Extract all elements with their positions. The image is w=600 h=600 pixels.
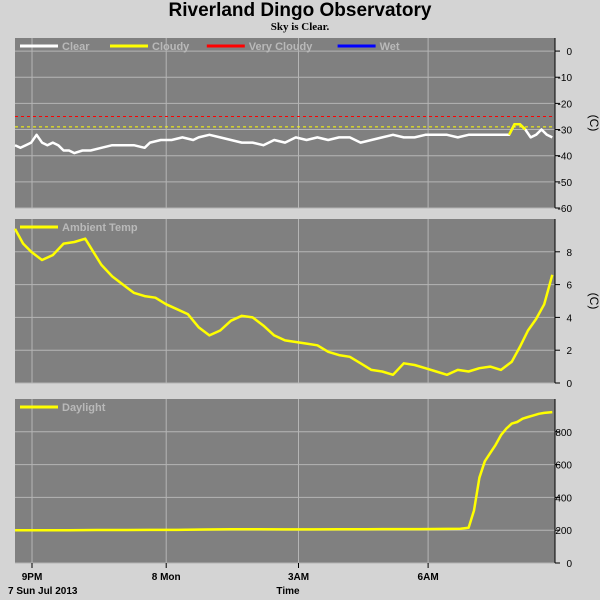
legend-label: Very Cloudy bbox=[249, 41, 313, 53]
y-axis-label: (C) bbox=[587, 115, 600, 132]
x-tick-label: 9PM bbox=[22, 572, 43, 583]
y-tick-label: 600 bbox=[555, 461, 572, 472]
plot-area bbox=[15, 38, 555, 208]
y-tick-label: -40 bbox=[558, 152, 573, 163]
y-tick-label: -20 bbox=[558, 99, 573, 110]
series-cloudy bbox=[507, 123, 527, 136]
series-clear bbox=[14, 123, 553, 155]
legend-item: Clear bbox=[20, 41, 90, 53]
y-tick-label: -10 bbox=[558, 73, 573, 84]
legend-item: Daylight bbox=[20, 402, 106, 414]
y-tick-label: 0 bbox=[566, 379, 572, 390]
y-tick-label: -30 bbox=[558, 126, 573, 137]
x-tick-label: 3AM bbox=[288, 572, 309, 583]
y-tick-label: -60 bbox=[558, 204, 573, 215]
panel-3: 800 600 400 200 0 Daylight bbox=[15, 399, 572, 570]
panel-2: 8 6 4 2 0 (C) Ambient Temp bbox=[13, 219, 600, 390]
plot-area bbox=[15, 399, 555, 563]
sky-status: Sky is Clear. bbox=[270, 21, 330, 33]
x-tick-label: 8 Mon bbox=[152, 572, 181, 583]
plot-area bbox=[15, 219, 555, 383]
legend-label: Cloudy bbox=[152, 41, 190, 53]
legend-label: Daylight bbox=[62, 402, 106, 414]
y-tick-label: 6 bbox=[566, 281, 572, 292]
legend-item: Wet bbox=[337, 41, 400, 53]
panel-1: 0 -10 -20 -30 -40 -50 -60 (C) Clear Cloudy Very Cl… bbox=[14, 38, 600, 215]
y-tick-label: 200 bbox=[555, 526, 572, 537]
y-tick-label: 8 bbox=[566, 248, 572, 259]
y-tick-label: 400 bbox=[555, 493, 572, 504]
x-axis-label: Time bbox=[276, 586, 300, 597]
date-label: 7 Sun Jul 2013 bbox=[8, 586, 78, 597]
y-tick-label: 0 bbox=[566, 47, 572, 58]
legend-label: Clear bbox=[62, 41, 90, 53]
chart-title: Riverland Dingo Observatory bbox=[168, 0, 432, 21]
x-tick-label: 6AM bbox=[418, 572, 439, 583]
legend-label: Wet bbox=[380, 41, 400, 53]
y-tick-label: 4 bbox=[566, 313, 572, 324]
y-tick-label: 0 bbox=[566, 559, 572, 570]
series-daylight bbox=[15, 410, 553, 532]
y-axis-label: (C) bbox=[587, 293, 600, 310]
y-tick-label: 800 bbox=[555, 428, 572, 439]
y-tick-label: 2 bbox=[566, 346, 572, 357]
y-tick-label: -50 bbox=[558, 178, 573, 189]
x-axis: 9PM 8 Mon 3AM 6AM 7 Sun Jul 2013 Time bbox=[8, 563, 439, 597]
legend-item: Very Cloudy bbox=[206, 41, 313, 53]
legend-item: Ambient Temp bbox=[20, 222, 138, 234]
series-ambient-temp bbox=[13, 228, 554, 377]
legend-item: Cloudy bbox=[110, 41, 190, 53]
legend-label: Ambient Temp bbox=[62, 222, 138, 234]
